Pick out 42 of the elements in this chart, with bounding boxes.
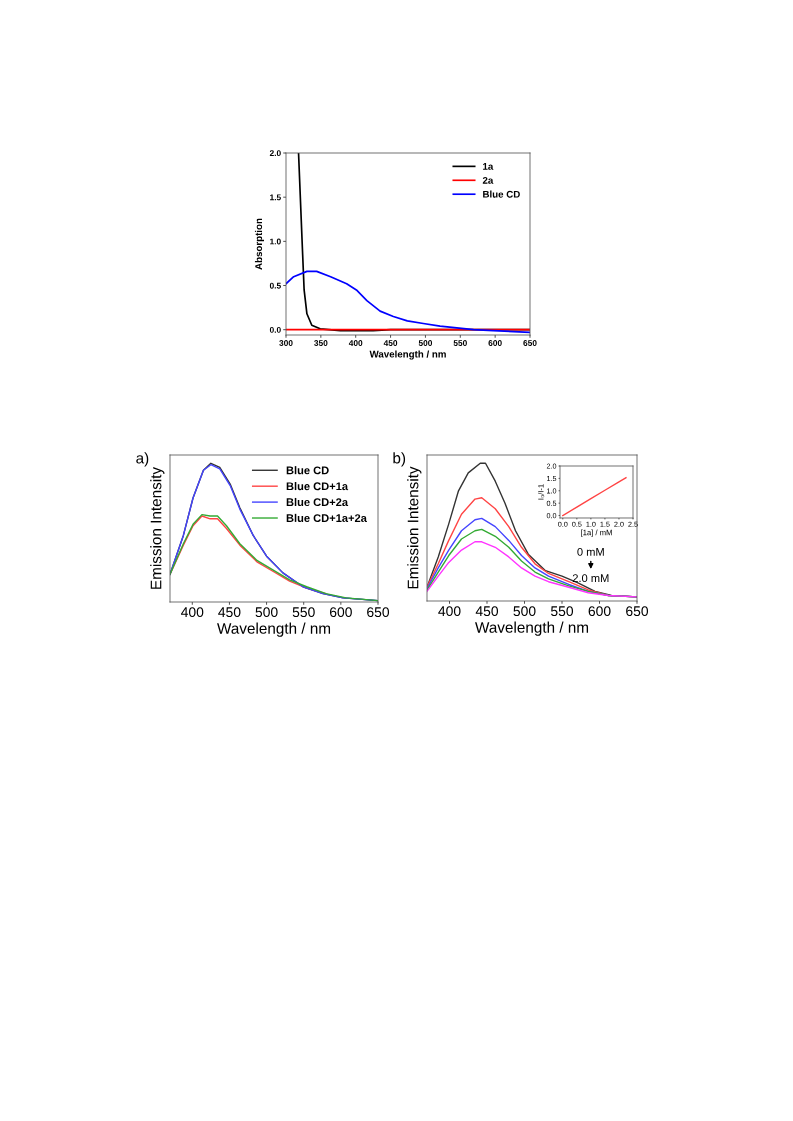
x-tick-label: 650 [367,607,390,618]
y-axis-title: Absorption [254,218,264,270]
x-tick-label: 450 [383,340,398,346]
y-tick-label: 1.0 [270,238,281,245]
x-tick-label: 550 [292,607,315,618]
x-axis-title: Wavelength / nm [217,622,331,637]
x-tick-label: 500 [513,606,536,617]
x-tick-label: 600 [488,340,502,346]
x-tick-label: 600 [329,607,352,618]
y-tick-label: 1.5 [270,194,281,201]
y-tick-label: 0.5 [269,282,281,289]
legend-label: Blue CD+1a+2a [286,513,367,523]
x-axis-title: Wavelength / nm [475,621,589,636]
x-tick-label: 400 [348,340,363,346]
chart-title: b) [393,452,406,467]
x-tick-label: 400 [181,607,204,618]
legend-label: Blue CD [483,190,520,198]
legend-label: Blue CD+2a [286,497,349,507]
x-tick-label: 550 [453,340,467,346]
x-tick-label: 350 [314,340,328,346]
legend-label: 1a [483,163,494,170]
x-tick-label: 500 [418,340,433,346]
x-tick-label: 650 [626,606,649,617]
x-tick-label: 600 [588,606,611,617]
x-tick-label: 300 [279,340,293,346]
legend-label: 2a [482,176,494,184]
x-tick-label: 450 [218,607,241,618]
x-tick-label: 450 [475,606,499,617]
y-axis-title: Emission Intensity [407,466,422,589]
y-tick-label: 2.0 [269,150,281,157]
x-axis-title: Wavelength / nm [369,350,446,360]
x-tick-label: 650 [523,340,537,346]
y-tick-label: 0.0 [269,326,281,333]
x-tick-label: 500 [255,607,278,618]
chart-title: a) [136,452,149,467]
x-tick-label: 550 [550,606,574,617]
legend-label: Blue CD+1a [286,482,349,491]
x-tick-label: 400 [438,606,461,617]
annotation: 2.0 mM [572,574,609,583]
annotation: 0 mM [577,547,604,556]
legend-label: Blue CD [286,466,329,475]
y-axis-title: Emission Intensity [150,466,165,589]
